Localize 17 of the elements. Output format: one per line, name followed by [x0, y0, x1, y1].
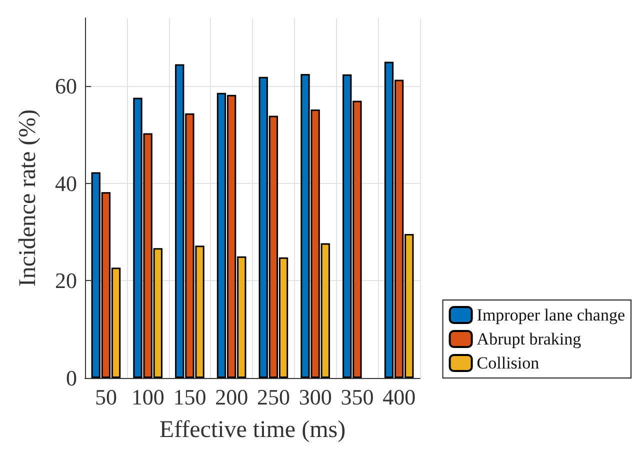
y-tick-label: 40	[55, 170, 77, 196]
x-tick-label: 400	[382, 384, 416, 410]
legend-label: Improper lane change	[476, 306, 625, 324]
y-tick-label: 0	[66, 366, 77, 390]
x-tick-label: 350	[340, 384, 374, 410]
x-tick-label: 250	[256, 384, 290, 410]
legend-label: Abrupt braking	[476, 330, 582, 348]
legend-label: Collision	[476, 354, 540, 372]
x-tick-label: 300	[298, 384, 332, 410]
y-tick-label: 60	[55, 74, 77, 99]
x-tick-label: 100	[131, 384, 164, 410]
y-axis-title: Incidence rate (%)	[15, 109, 41, 287]
x-axis-title: Effective time (ms)	[159, 417, 346, 443]
x-tick-label: 150	[173, 384, 206, 410]
x-tick-label: 50	[94, 384, 117, 410]
x-tick-label: 200	[215, 384, 248, 410]
y-tick-label: 20	[55, 268, 77, 294]
